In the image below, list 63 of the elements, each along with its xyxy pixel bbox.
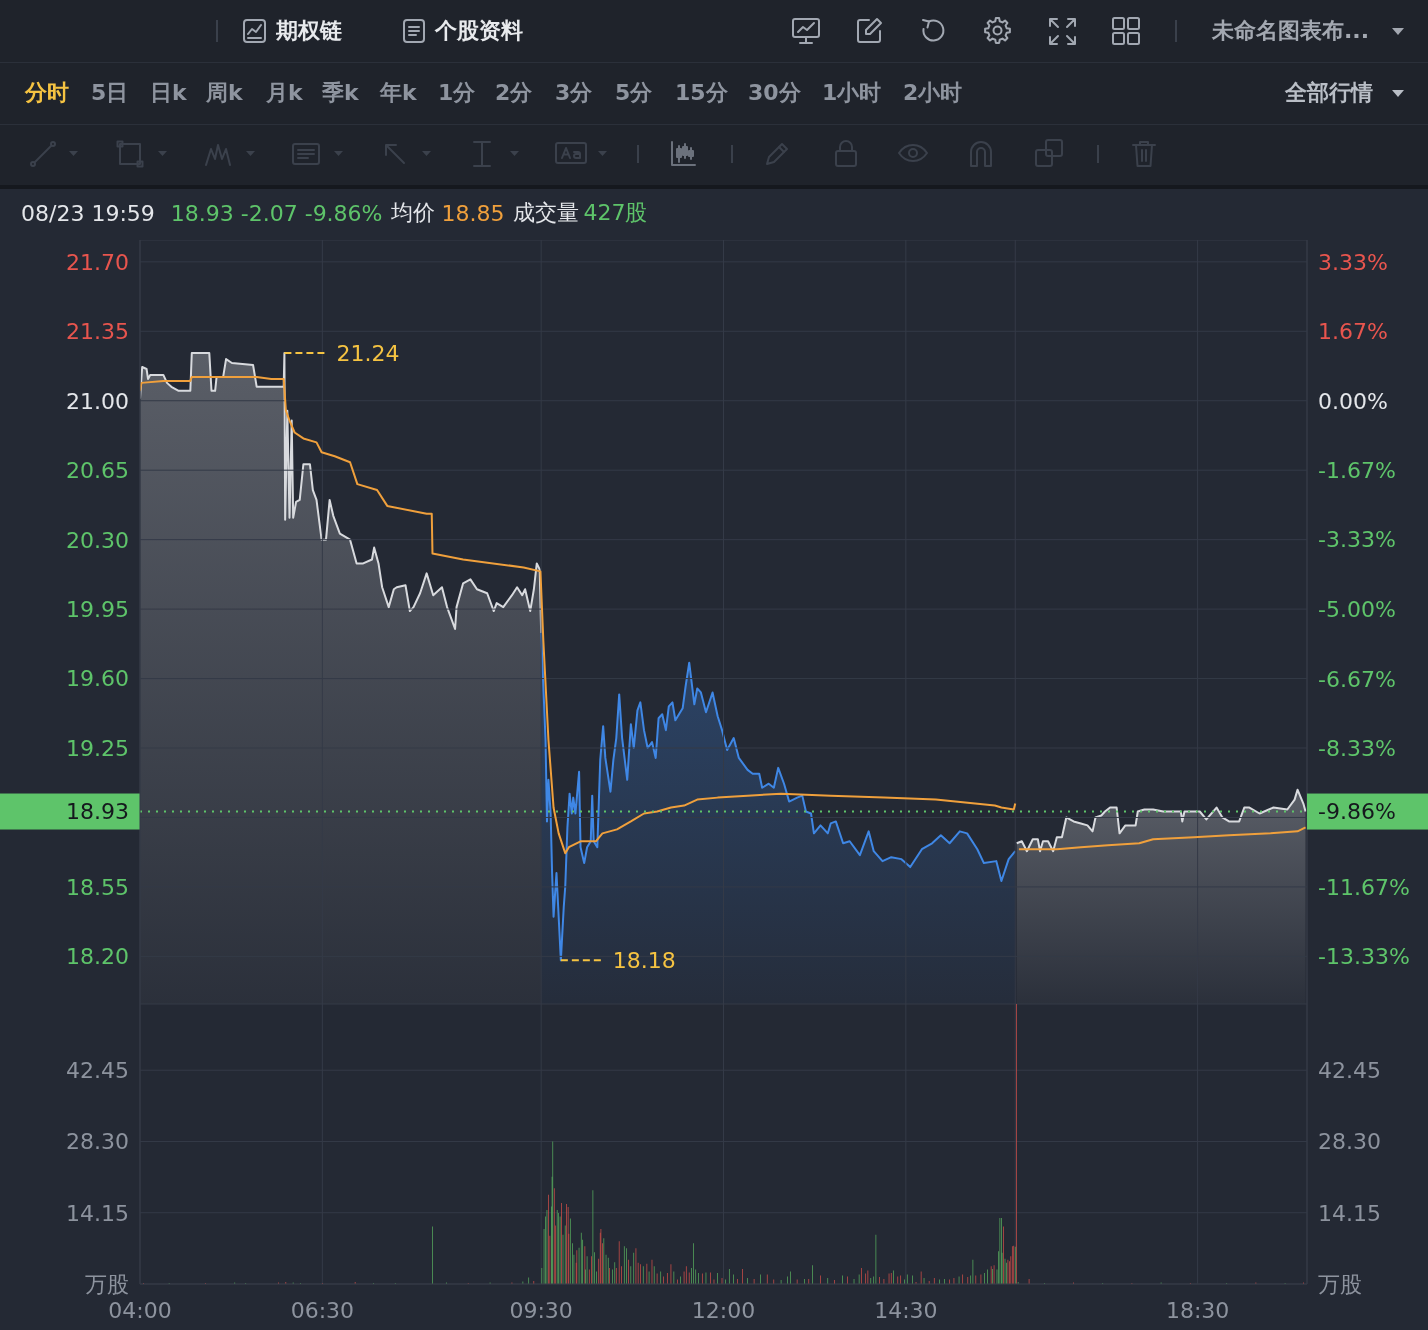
y2-tick-label: 28.30 [1318, 1129, 1381, 1155]
y-tick-label: 21.35 [66, 319, 129, 345]
text: 分时 [25, 79, 69, 107]
y-tick-label: 21.70 [66, 249, 129, 275]
text: 个股资料 [435, 17, 523, 45]
y-tick-label: 14.15 [66, 1200, 129, 1226]
text: 5日 [91, 79, 129, 107]
y-tick-label: 18.55 [66, 874, 129, 900]
y-tick-label: 42.45 [66, 1058, 129, 1084]
y2-tick-label: -9.86% [1318, 799, 1396, 825]
y-tick-label: 20.30 [66, 527, 129, 553]
y2-tick-label: -6.67% [1318, 666, 1396, 692]
y-tick-label: 18.20 [66, 944, 129, 970]
y2-tick-label: -11.67% [1318, 874, 1410, 900]
y2-tick-label: 42.45 [1318, 1058, 1381, 1084]
text: 30分 [748, 79, 801, 107]
y2-tick-label: 3.33% [1318, 250, 1388, 275]
text: 2小时 [903, 79, 963, 107]
text: 18.93 -2.07 -9.86% [170, 200, 383, 226]
y2-tick-label: -5.00% [1318, 597, 1396, 623]
x-tick-label: 14:30 [874, 1297, 938, 1323]
y-tick-label: 万股 [85, 1271, 129, 1297]
text: 季k [322, 79, 359, 107]
x-tick-label: 04:00 [108, 1297, 172, 1323]
y2-tick-label: 0.00% [1318, 388, 1388, 414]
x-tick-label: 06:30 [290, 1297, 355, 1323]
text: 2分 [495, 79, 533, 107]
y-tick-label: 20.65 [66, 458, 129, 484]
text: 08/23 19:59 [21, 200, 155, 226]
y2-tick-label: -3.33% [1318, 527, 1396, 553]
text: 期权链 [276, 17, 342, 45]
y-tick-label: 19.95 [66, 597, 129, 623]
y-tick-label: 21.00 [66, 388, 129, 414]
annotation: 18.18 [612, 948, 676, 974]
y-tick-label: 19.60 [66, 666, 129, 692]
y2-tick-label: 14.15 [1318, 1200, 1381, 1226]
text: 日k [150, 79, 187, 107]
text: 15分 [675, 79, 728, 107]
text: 3分 [555, 79, 593, 107]
y2-tick-label: -8.33% [1318, 735, 1396, 761]
text: 未命名图表布... [1212, 17, 1370, 45]
x-tick-label: 12:00 [691, 1297, 756, 1323]
text: 18.85 [441, 200, 505, 226]
text: 周k [206, 79, 243, 107]
x-tick-label: 09:30 [509, 1297, 573, 1323]
text: 5分 [615, 79, 653, 107]
x-tick-label: 18:30 [1165, 1297, 1230, 1323]
text: 月k [266, 79, 303, 107]
y2-tick-label: -1.67% [1318, 458, 1396, 484]
text: 全部行情 [1285, 79, 1373, 107]
text: 成交量 [512, 199, 579, 227]
annotation: 21.24 [336, 341, 400, 367]
y2-tick-label: 1.67% [1318, 319, 1388, 345]
text: 1小时 [822, 79, 882, 107]
y2-tick-label: 万股 [1318, 1271, 1362, 1297]
y-tick-label: 28.30 [66, 1129, 129, 1155]
y2-tick-label: -13.33% [1318, 944, 1410, 970]
text: 均价 [390, 199, 435, 227]
text: 427股 [583, 199, 648, 227]
text: 年k [380, 79, 417, 107]
y-tick-label: 19.25 [66, 735, 129, 761]
ref-line-label: 18.93 [66, 799, 129, 825]
text: 1分 [438, 79, 476, 107]
